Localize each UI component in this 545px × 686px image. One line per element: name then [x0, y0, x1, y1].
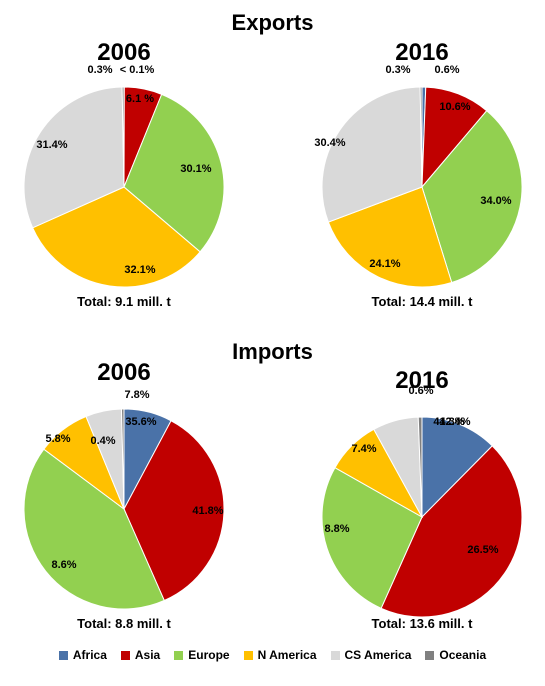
pie-slice-asia [380, 445, 523, 618]
imports-section-title: Imports [232, 339, 313, 364]
legend-label: Oceania [439, 648, 487, 662]
legend-item: Asia [120, 648, 161, 662]
slice-value-label: 7.8% [124, 389, 149, 401]
slice-value-label: 35.6% [125, 416, 156, 428]
slice-value-label: 34.0% [480, 195, 511, 207]
pie-slice-n-america [327, 186, 453, 288]
chart-title: 2016 [395, 367, 448, 394]
pie-slice-oceania [417, 416, 423, 518]
slice-value-label: < 0.1% [120, 64, 155, 76]
legend-item: Oceania [425, 648, 486, 662]
chart-total-label: Total: 8.8 mill. t [77, 616, 171, 631]
chart-title: 2006 [97, 359, 150, 386]
pie-charts: 2006< 0.1%6.1 %30.1%32.1%31.4%0.3%Total:… [23, 39, 523, 631]
legend-swatch [58, 650, 68, 660]
pie-slice-oceania [419, 86, 423, 188]
legend-label: Europe [188, 648, 230, 662]
pie-slice-europe [23, 448, 165, 610]
slice-value-label: 10.6% [439, 101, 470, 113]
slice-value-label: 26.5% [467, 544, 498, 556]
slice-value-label: 44.3% [433, 416, 464, 428]
exports-section-title: Exports [231, 10, 314, 35]
legend-swatch [330, 650, 340, 660]
pie-slice-africa [421, 416, 493, 519]
pie-slice-oceania [120, 408, 125, 510]
pie-slice-oceania [121, 86, 125, 188]
legend-swatch [425, 650, 435, 660]
pie-slice-europe [421, 110, 523, 284]
legend-swatch [174, 650, 184, 660]
slice-value-label: 31.4% [36, 139, 67, 151]
slice-value-label: 30.1% [180, 163, 211, 175]
legend: Africa Asia Europe N America CS America Ocean… [0, 648, 545, 662]
slice-value-label: 32.1% [124, 264, 155, 276]
chart-total-label: Total: 13.6 mill. t [372, 616, 474, 631]
legend-item: N America [243, 648, 317, 662]
slice-value-label: 0.6% [408, 385, 433, 397]
slice-value-label: 24.1% [369, 258, 400, 270]
slice-value-label: 8.6% [51, 559, 76, 571]
slice-value-label: 5.8% [45, 433, 70, 445]
legend-swatch [243, 650, 253, 660]
slice-value-label: 8.8% [324, 523, 349, 535]
slice-value-label: 30.4% [314, 137, 345, 149]
slice-value-label: 7.4% [351, 443, 376, 455]
pie-slice-cs-america [321, 86, 423, 223]
legend-label: Africa [72, 648, 107, 662]
chart-title: 2016 [395, 39, 448, 66]
chart-total-label: Total: 9.1 mill. t [77, 294, 171, 309]
legend-label: N America [257, 648, 317, 662]
legend-label: CS America [344, 648, 412, 662]
slice-value-label: 12.4% [439, 416, 470, 428]
legend-swatch [120, 650, 130, 660]
pie-slice-asia [123, 420, 225, 602]
slice-value-label: 0.3% [385, 64, 410, 76]
legend-item: Africa [58, 648, 107, 662]
pie-slice-europe [123, 93, 225, 253]
slice-value-label: 6.1 % [126, 93, 154, 105]
slice-value-label: 41.8% [192, 505, 223, 517]
pie-slice-cs-america [23, 86, 125, 229]
chart-title: 2006 [97, 39, 150, 66]
slice-value-label: 0.6% [434, 64, 459, 76]
legend-item: CS America [330, 648, 412, 662]
legend-item: Europe [174, 648, 230, 662]
pie-slice-n-america [32, 186, 201, 288]
slice-value-label: 0.4% [90, 435, 115, 447]
chart-total-label: Total: 14.4 mill. t [372, 294, 474, 309]
legend-label: Asia [134, 648, 161, 662]
slice-value-label: 0.3% [87, 64, 112, 76]
